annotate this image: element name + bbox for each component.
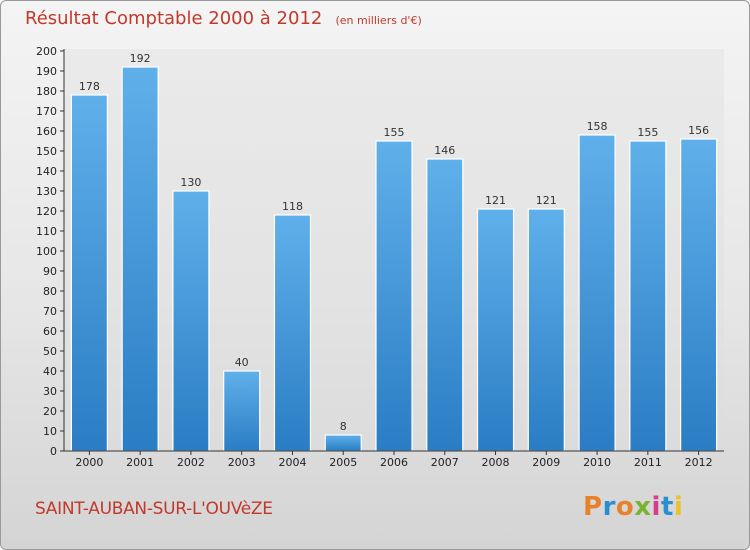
data-label: 178	[79, 80, 100, 93]
x-tick-label: 2004	[278, 456, 306, 469]
bar	[223, 370, 261, 452]
y-tick-label: 110	[36, 225, 57, 238]
data-label: 192	[130, 52, 151, 65]
logo-letter: t	[660, 492, 674, 522]
y-tick-label: 50	[43, 345, 57, 358]
bar	[426, 158, 464, 452]
bar	[172, 190, 210, 452]
x-axis: 2000 2001 2002 2003 2004 2005 2006 2007 2008 2009…	[64, 450, 724, 469]
x-tick-label: 2000	[75, 456, 103, 469]
data-label: 118	[282, 200, 303, 213]
y-tick-label: 10	[43, 425, 57, 438]
bar	[578, 134, 616, 452]
data-label: 155	[637, 126, 658, 139]
bar	[324, 434, 362, 452]
logo-letter: o	[615, 492, 635, 522]
y-tick-label: 200	[36, 45, 57, 58]
data-label: 146	[434, 144, 455, 157]
bar	[629, 140, 667, 452]
data-label: 121	[485, 194, 506, 207]
y-tick-label: 40	[43, 365, 57, 378]
title-row: Résultat Comptable 2000 à 2012 (en milli…	[25, 8, 422, 29]
y-tick-label: 20	[43, 405, 57, 418]
data-label: 158	[587, 120, 608, 133]
y-axis: 0 10 20 30 40 50 60 70 80 90 100 110 120 130 140 150 160…	[36, 45, 65, 458]
chart-subtitle: (en milliers d'€)	[335, 14, 422, 27]
data-label: 155	[384, 126, 405, 139]
y-tick-label: 70	[43, 305, 57, 318]
x-tick-label: 2010	[583, 456, 611, 469]
data-label: 130	[180, 176, 201, 189]
y-tick-label: 90	[43, 265, 57, 278]
y-tick-label: 180	[36, 85, 57, 98]
data-label: 8	[340, 420, 347, 433]
logo-letter: r	[602, 492, 616, 522]
y-tick-label: 190	[36, 65, 57, 78]
y-tick-label: 150	[36, 145, 57, 158]
bars: 178 192 130 40 118 8 155 146 121 121 158 155 156	[70, 52, 718, 452]
logo-letter: x	[634, 492, 652, 522]
x-tick-label: 2008	[482, 456, 510, 469]
x-tick-label: 2001	[126, 456, 154, 469]
x-tick-label: 2003	[228, 456, 256, 469]
logo-letter: P	[583, 492, 603, 522]
bar	[375, 140, 413, 452]
chart-title: Résultat Comptable 2000 à 2012	[25, 8, 323, 29]
logo-letter: i	[651, 492, 661, 522]
x-tick-label: 2006	[380, 456, 408, 469]
y-tick-label: 100	[36, 245, 57, 258]
commune-name: SAINT-AUBAN-SUR-L'OUVèZE	[35, 499, 273, 519]
y-tick-label: 60	[43, 325, 57, 338]
proxiti-logo: Proxiti	[583, 492, 683, 522]
x-tick-label: 2009	[532, 456, 560, 469]
data-label: 156	[688, 124, 709, 137]
y-tick-label: 0	[50, 445, 57, 458]
data-label: 40	[235, 356, 249, 369]
x-tick-label: 2005	[329, 456, 357, 469]
bar	[121, 66, 159, 452]
y-tick-label: 120	[36, 205, 57, 218]
y-tick-label: 170	[36, 105, 57, 118]
bar	[273, 214, 312, 452]
bar	[680, 138, 718, 452]
bar	[70, 94, 108, 452]
y-tick-label: 30	[43, 385, 57, 398]
x-tick-label: 2002	[177, 456, 205, 469]
logo-letter: i	[673, 492, 684, 522]
y-tick-label: 80	[43, 285, 57, 298]
x-tick-label: 2012	[685, 456, 713, 469]
bar	[476, 208, 515, 452]
y-tick-label: 160	[36, 125, 57, 138]
x-tick-label: 2011	[634, 456, 662, 469]
y-tick-label: 130	[36, 185, 57, 198]
x-tick-label: 2007	[431, 456, 459, 469]
bar	[527, 208, 565, 452]
data-label: 121	[536, 194, 557, 207]
y-tick-label: 140	[36, 165, 57, 178]
